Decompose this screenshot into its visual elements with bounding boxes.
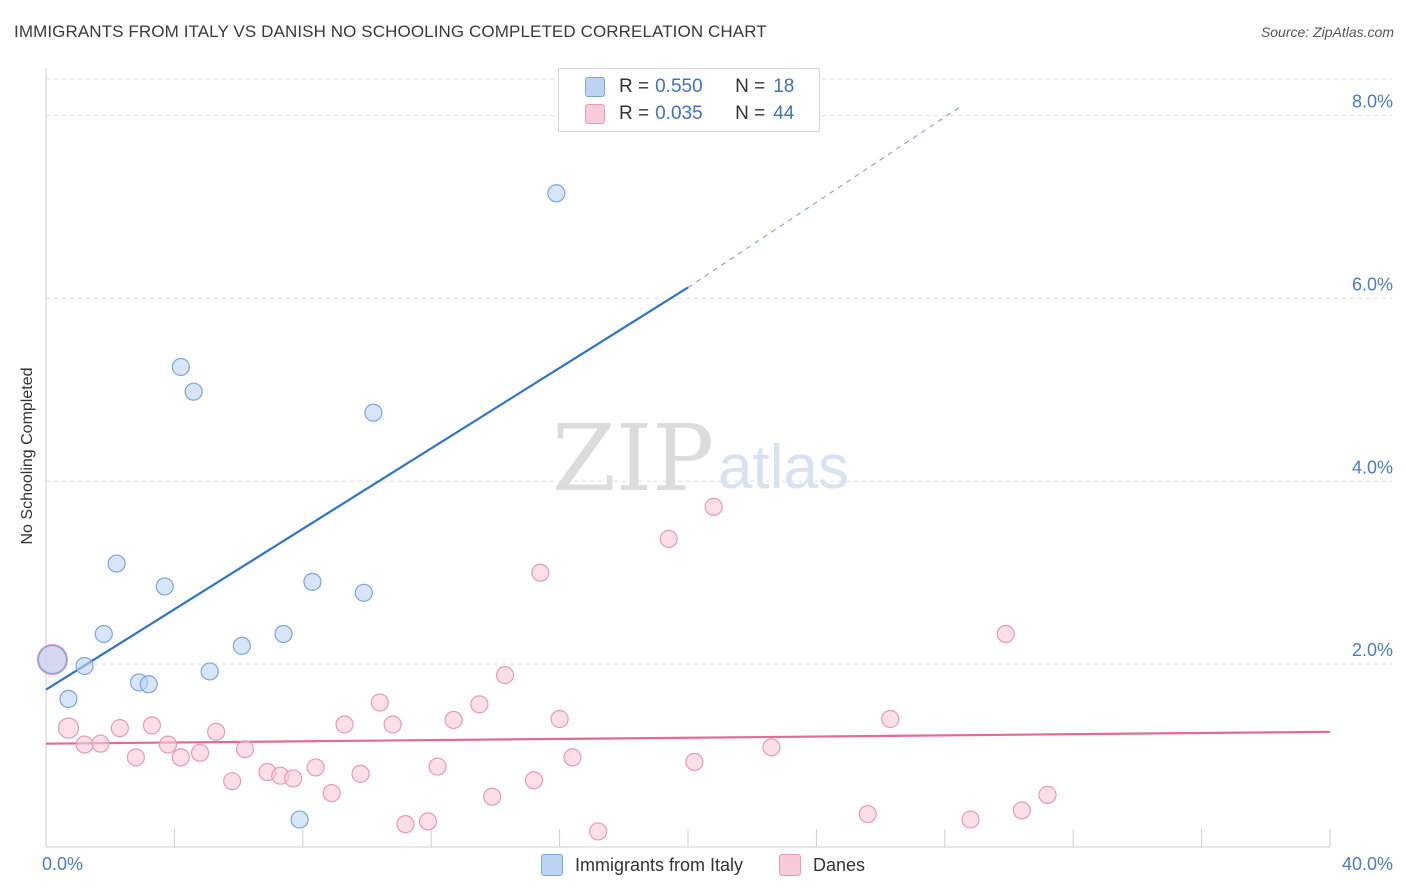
data-point-danes	[1038, 785, 1057, 804]
data-point-danes	[91, 734, 110, 753]
data-point-danes	[563, 748, 582, 767]
bottom-legend: Immigrants from Italy Danes	[0, 852, 1406, 878]
trend-lines	[45, 106, 1331, 745]
data-points	[36, 184, 1057, 841]
data-point-danes	[659, 529, 678, 548]
data-point-italy	[354, 583, 373, 602]
bottom-legend-swatch-danes	[779, 854, 801, 876]
data-point-danes	[57, 717, 80, 739]
chart-title: IMMIGRANTS FROM ITALY VS DANISH NO SCHOO…	[14, 22, 767, 41]
tick-labels: 2.0% 4.0% 6.0% 8.0% 0.0% 40.0%	[42, 92, 1393, 874]
legend-row-italy: R = 0.550 N = 18	[585, 75, 794, 99]
data-point-danes	[322, 783, 341, 803]
legend-swatch-danes	[585, 104, 605, 124]
gridlines	[46, 78, 1392, 665]
trend-line-danes	[45, 730, 1331, 745]
data-point-italy	[59, 689, 78, 708]
data-point-danes	[306, 758, 325, 777]
data-point-italy	[184, 382, 203, 401]
data-point-danes	[483, 787, 502, 806]
data-point-italy	[232, 636, 251, 655]
data-point-danes	[428, 757, 447, 776]
data-point-danes	[531, 563, 550, 582]
data-point-danes	[126, 748, 145, 767]
data-point-danes	[370, 693, 389, 712]
legend: R = 0.550 N = 18 R = 0.035 N = 44	[558, 68, 820, 132]
axes	[45, 68, 1331, 848]
trend-line-italy-extension	[687, 106, 962, 288]
data-point-italy	[107, 554, 126, 573]
x-tick-label: 0.0%	[42, 854, 83, 874]
data-point-danes	[284, 769, 303, 788]
bottom-legend-label-danes: Danes	[813, 854, 866, 875]
data-point-danes	[996, 624, 1015, 644]
data-point-danes	[589, 822, 608, 841]
data-point-danes	[961, 810, 980, 829]
data-point-danes	[335, 715, 354, 734]
data-point-italy	[75, 656, 94, 676]
watermark-atlas: atlas	[718, 433, 849, 502]
legend-r-label: R =	[619, 76, 650, 97]
data-point-danes	[762, 738, 781, 757]
data-point-danes	[171, 748, 190, 767]
y-tick-label: 2.0%	[1352, 640, 1393, 660]
legend-r-value: 0.035	[655, 103, 703, 124]
data-point-danes	[470, 695, 489, 714]
data-point-italy	[364, 403, 383, 422]
data-point-danes	[207, 722, 226, 741]
data-point-italy	[139, 675, 158, 694]
data-point-danes	[158, 735, 178, 754]
data-point-italy	[37, 644, 68, 675]
data-point-danes	[881, 709, 900, 729]
data-point-danes	[351, 764, 370, 783]
data-point-danes	[110, 719, 129, 738]
data-point-danes	[418, 812, 438, 831]
data-point-danes	[550, 709, 569, 729]
watermark-zip: ZIP	[552, 405, 714, 512]
legend-r-label: R =	[619, 103, 650, 124]
data-point-danes	[223, 772, 242, 791]
y-tick-label: 8.0%	[1352, 92, 1393, 112]
x-tick-label: 40.0%	[1342, 854, 1393, 874]
bottom-legend-swatch-italy	[540, 854, 563, 876]
legend-n-label: N =	[735, 103, 766, 124]
bottom-legend-italy: Immigrants from Italy	[540, 854, 743, 876]
legend-row-danes: R = 0.035 N = 44	[585, 102, 794, 126]
data-point-italy	[290, 810, 309, 829]
data-point-danes	[444, 710, 463, 730]
data-point-danes	[704, 497, 723, 516]
legend-swatch-italy	[585, 77, 605, 97]
data-point-danes	[75, 735, 94, 754]
data-point-danes	[396, 815, 415, 834]
data-point-danes	[495, 666, 515, 685]
legend-n-label: N =	[735, 76, 766, 97]
data-point-italy	[171, 357, 190, 377]
data-point-italy	[547, 184, 566, 203]
bottom-legend-label-italy: Immigrants from Italy	[574, 854, 743, 875]
data-point-danes	[142, 716, 162, 735]
data-point-danes	[685, 752, 704, 772]
data-point-danes	[235, 740, 255, 759]
legend-n-value: 44	[773, 103, 795, 124]
trend-line-italy	[45, 286, 689, 691]
data-point-italy	[303, 572, 322, 591]
data-point-italy	[274, 624, 293, 644]
y-tick-label: 4.0%	[1352, 457, 1393, 477]
data-point-italy	[200, 662, 219, 681]
data-point-danes	[190, 743, 210, 762]
data-point-italy	[94, 624, 113, 644]
data-point-italy	[155, 577, 174, 596]
data-point-danes	[858, 804, 877, 824]
data-point-danes	[1012, 801, 1031, 820]
chart-source: Source: ZipAtlas.com	[1260, 24, 1394, 40]
legend-r-value: 0.550	[655, 76, 703, 97]
data-point-danes	[383, 715, 402, 734]
legend-n-value: 18	[773, 76, 795, 97]
data-point-danes	[524, 771, 544, 790]
bottom-legend-danes: Danes	[779, 854, 865, 876]
y-tick-label: 6.0%	[1352, 274, 1393, 294]
